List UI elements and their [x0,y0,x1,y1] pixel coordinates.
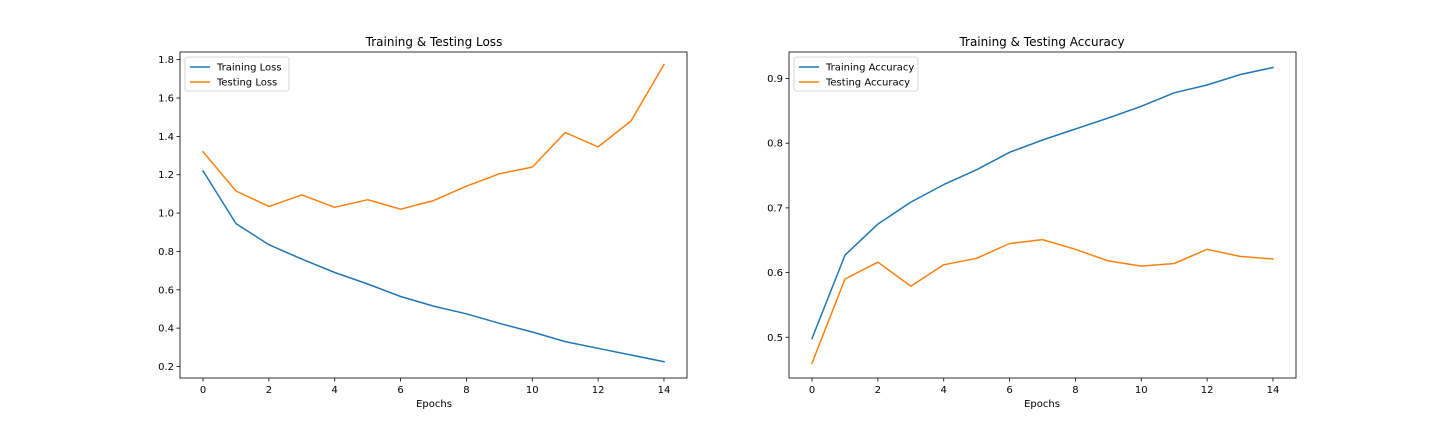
loss-x-tick-label: 0 [200,385,206,396]
loss-x-tick-label: 14 [658,385,671,396]
loss-x-tick-label: 6 [397,385,403,396]
loss-legend-label-1: Testing Loss [216,78,277,89]
loss-y-tick-label: 1.0 [158,209,174,220]
loss-x-tick-label: 12 [592,385,605,396]
loss-x-tick-label: 2 [266,385,272,396]
loss-x-tick-label: 10 [526,385,539,396]
accuracy-x-tick-label: 6 [1006,385,1012,396]
accuracy-x-tick-label: 14 [1267,385,1280,396]
accuracy-legend-label-1: Testing Accuracy [825,78,910,89]
accuracy-x-tick-label: 4 [941,385,947,396]
loss-y-tick-label: 1.6 [158,94,174,105]
loss-legend-box [184,56,290,92]
accuracy-axes-frame [788,51,1297,379]
accuracy-legend-label-0: Training Accuracy [825,63,914,74]
loss-y-tick-label: 0.6 [158,285,174,296]
loss-axes-frame [179,51,688,379]
accuracy-x-tick-label: 10 [1135,385,1148,396]
loss-chart-title: Training & Testing Loss [365,35,503,49]
loss-legend-label-0: Training Loss [216,63,282,74]
accuracy-x-tick-label: 0 [809,385,815,396]
loss-x-tick-label: 4 [332,385,338,396]
accuracy-series-line-0 [811,66,1274,340]
accuracy-x-tick-label: 8 [1072,385,1078,396]
loss-x-tick-label: 8 [463,385,469,396]
accuracy-chart-xlabel: Epochs [1024,399,1060,410]
loss-chart-xlabel: Epochs [416,399,452,410]
accuracy-legend-box [793,56,919,92]
loss-y-tick-label: 0.4 [158,324,174,335]
accuracy-y-tick-label: 0.6 [767,268,783,279]
loss-series-line-0 [201,169,665,363]
accuracy-y-tick-label: 0.7 [767,203,783,214]
accuracy-x-tick-label: 12 [1201,385,1214,396]
loss-series-line-1 [201,63,666,210]
loss-y-tick-label: 1.4 [158,132,174,143]
accuracy-y-tick-label: 0.9 [767,74,783,85]
accuracy-series-line-1 [811,238,1274,365]
accuracy-y-tick-label: 0.5 [767,333,783,344]
accuracy-x-tick-label: 2 [875,385,881,396]
accuracy-chart: Training & Testing Accuracy Epochs 0 2 4 6 8… [767,35,1297,410]
loss-y-tick-label: 1.2 [158,170,174,181]
loss-chart: Training & Testing Loss Epochs 0 2 4 6 8 10 12… [158,35,688,410]
accuracy-chart-title: Training & Testing Accuracy [958,35,1124,49]
loss-y-tick-label: 0.2 [158,362,174,373]
accuracy-y-tick-label: 0.8 [767,139,783,150]
loss-y-tick-label: 0.8 [158,247,174,258]
loss-y-tick-label: 1.8 [158,55,174,66]
